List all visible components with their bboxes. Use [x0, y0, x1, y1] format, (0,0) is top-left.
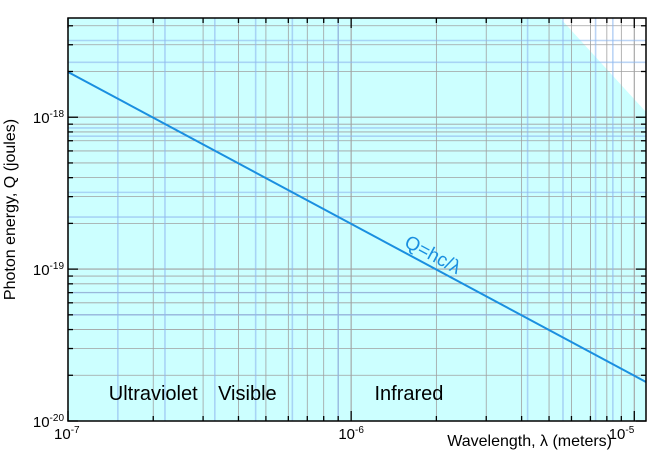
- y-tick-label: 10-19: [33, 261, 65, 279]
- labels: Wavelength, λ (meters) Photon energy, Q …: [2, 109, 635, 450]
- x-tick-label: 10-7: [54, 425, 80, 443]
- x-axis-title: Wavelength, λ (meters): [447, 433, 612, 450]
- plot-corner-white: [560, 18, 646, 112]
- x-tick-label: 10-6: [338, 425, 364, 443]
- series-line: [67, 71, 647, 383]
- region-label: Ultraviolet: [109, 383, 198, 405]
- x-tick-label: 10-5: [609, 425, 635, 443]
- plot-background: [68, 18, 646, 421]
- y-axis-title: Photon energy, Q (joules): [2, 119, 19, 300]
- region-label: Infrared: [374, 383, 443, 405]
- y-tick-label: 10-18: [33, 109, 65, 127]
- axes-frame: [67, 17, 647, 422]
- ticks: [67, 18, 646, 422]
- y-tick-label: 10-20: [33, 413, 65, 431]
- plot-frame: [67, 17, 647, 422]
- region-label: Visible: [218, 383, 277, 405]
- plot-area: [68, 18, 646, 421]
- absorption-bands: [68, 18, 646, 421]
